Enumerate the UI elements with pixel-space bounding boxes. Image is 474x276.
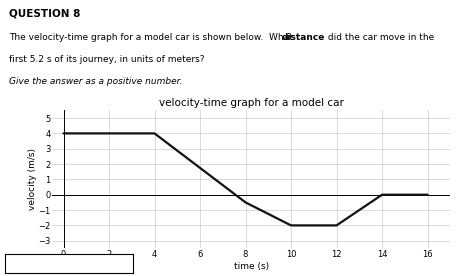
Text: Give the answer as a positive number.: Give the answer as a positive number. bbox=[9, 77, 183, 86]
Text: The velocity-time graph for a model car is shown below.  What: The velocity-time graph for a model car … bbox=[9, 33, 296, 42]
Text: distance: distance bbox=[282, 33, 326, 42]
Y-axis label: velocity (m/s): velocity (m/s) bbox=[28, 148, 37, 210]
Text: did the car move in the: did the car move in the bbox=[325, 33, 434, 42]
Text: QUESTION 8: QUESTION 8 bbox=[9, 8, 81, 18]
X-axis label: time (s): time (s) bbox=[234, 262, 269, 270]
Text: first 5.2 s of its journey, in units of meters?: first 5.2 s of its journey, in units of … bbox=[9, 55, 205, 64]
Title: velocity-time graph for a model car: velocity-time graph for a model car bbox=[159, 98, 344, 108]
